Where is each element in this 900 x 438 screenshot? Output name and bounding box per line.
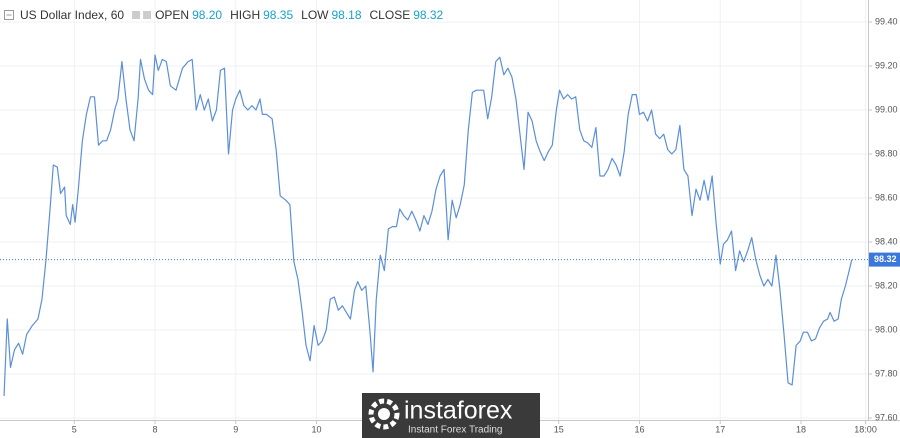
field-label: LOW bbox=[301, 8, 329, 22]
logo-gear bbox=[378, 408, 390, 420]
field-label: CLOSE bbox=[370, 8, 411, 22]
x-tick-label: 15 bbox=[554, 424, 564, 434]
x-tick-label: 10 bbox=[312, 424, 322, 434]
collapse-icon[interactable] bbox=[4, 10, 14, 20]
tagline: Instant Forex Trading bbox=[408, 425, 503, 436]
brand: instaforex bbox=[404, 397, 513, 425]
field-value: 98.18 bbox=[331, 8, 361, 22]
x-tick-label: 18:00 bbox=[854, 424, 877, 434]
y-tick-label: 98.40 bbox=[875, 236, 898, 246]
plot bbox=[0, 54, 868, 397]
x-tick-label: 16 bbox=[634, 424, 644, 434]
logo-gear bbox=[368, 398, 400, 430]
y-tick-label: 97.80 bbox=[875, 368, 898, 378]
axes: 97.60 97.80 98.00 98.20 98.40 98.60 98.80 99.00… bbox=[72, 16, 900, 434]
logo-box bbox=[362, 393, 540, 438]
field-value: 98.35 bbox=[263, 8, 293, 22]
y-tick-label: 98.80 bbox=[875, 148, 898, 158]
icon bbox=[143, 11, 152, 19]
x-tick-label: 5 bbox=[72, 424, 77, 434]
field-value: 98.32 bbox=[413, 8, 443, 22]
ohlc: OPEN 98.20 HIGH 98.35 LOW 98.18 CLOSE 98.32 bbox=[132, 8, 444, 22]
x-tick-label: 17 bbox=[715, 424, 725, 434]
x-tick-label: 8 bbox=[153, 424, 158, 434]
field-label: OPEN bbox=[155, 8, 189, 22]
y-tick-label: 97.60 bbox=[875, 412, 898, 422]
x-tick-label: 9 bbox=[233, 424, 238, 434]
field-value: 98.20 bbox=[192, 8, 222, 22]
header: US Dollar Index, 60 OPEN 98.20 HIGH 98.35 LO… bbox=[4, 8, 444, 22]
y-tick-label: 98.00 bbox=[875, 324, 898, 334]
watermark: instaforex Instant Forex Trading bbox=[362, 393, 540, 438]
last-price-label: 98.32 bbox=[874, 254, 897, 264]
x-tick-label: 18 bbox=[796, 424, 806, 434]
y-tick-label: 98.60 bbox=[875, 192, 898, 202]
grid bbox=[0, 0, 868, 420]
symbol: US Dollar Index, 60 bbox=[20, 8, 124, 22]
y-tick-label: 99.20 bbox=[875, 60, 898, 70]
y-tick-label: 98.20 bbox=[875, 280, 898, 290]
last-price-badge bbox=[869, 252, 900, 267]
field-label: HIGH bbox=[230, 8, 260, 22]
y-tick-label: 99.40 bbox=[875, 16, 898, 26]
price-line bbox=[3, 54, 853, 397]
y-tick-label: 99.00 bbox=[875, 104, 898, 114]
icon bbox=[132, 11, 141, 19]
